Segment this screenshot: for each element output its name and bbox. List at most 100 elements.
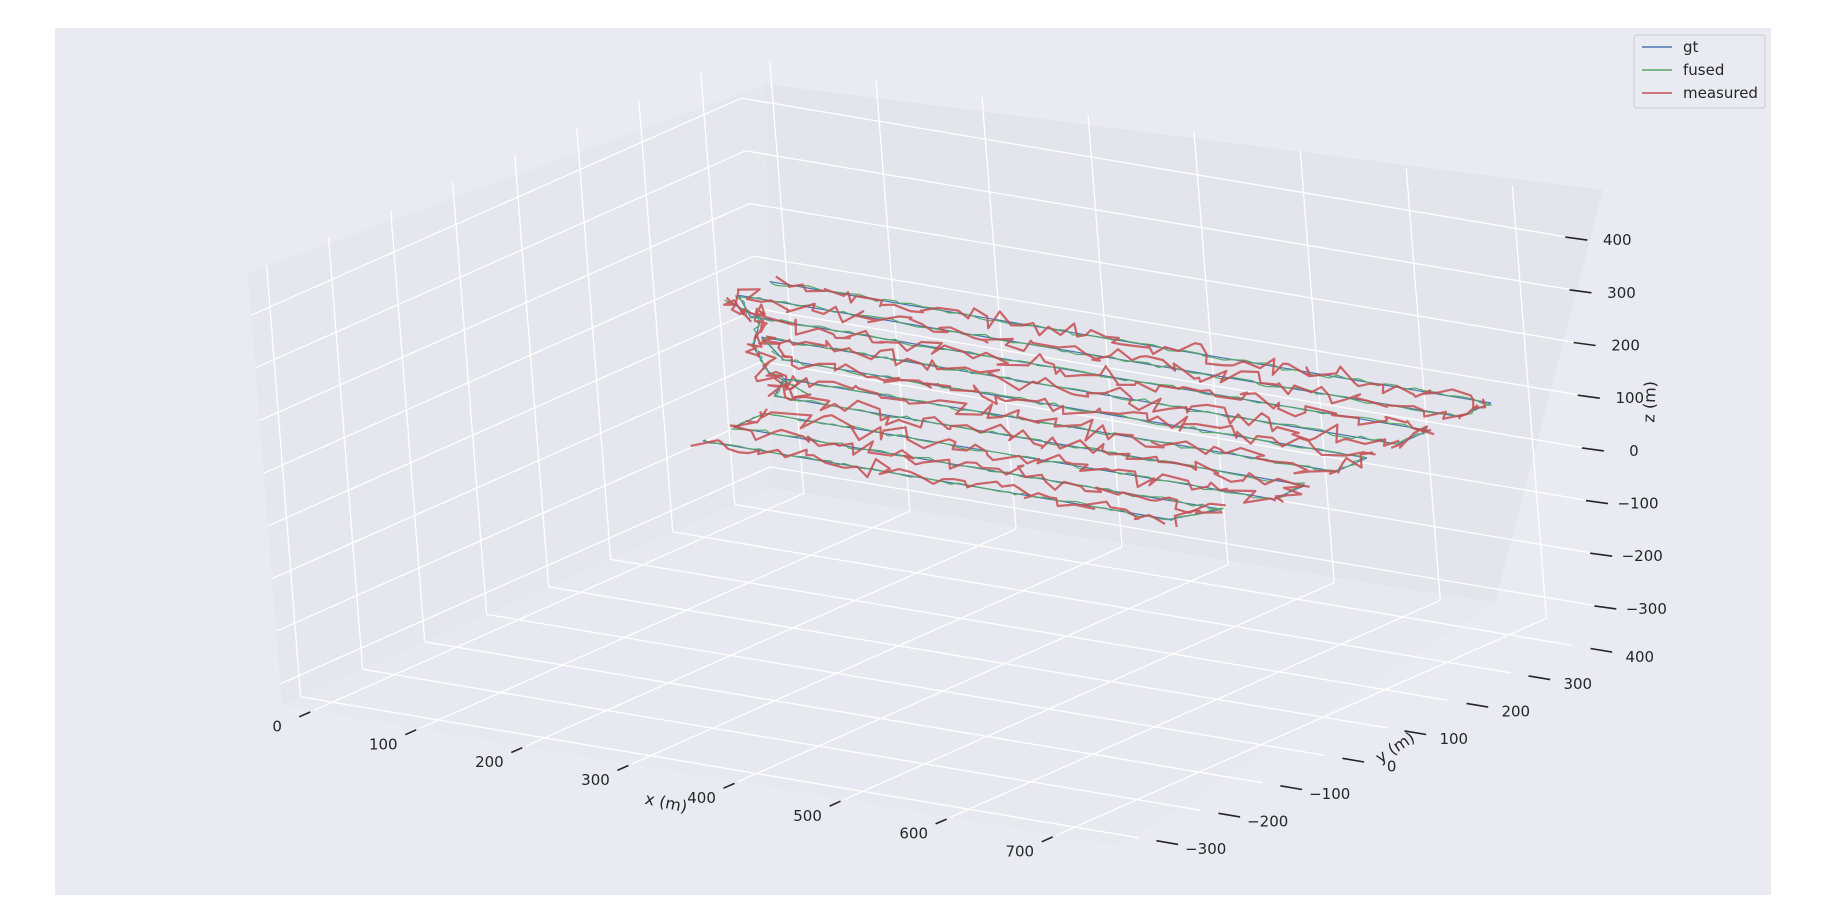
approach-measured-0: [723, 296, 812, 399]
legend-gt-label: gt: [1683, 38, 1699, 56]
left-pane: [248, 84, 772, 705]
y-tick-label--300: −300: [1185, 840, 1226, 858]
z-tick-label-400: 400: [1603, 231, 1632, 249]
grid-left-y-0: [452, 182, 488, 615]
x-tick-600: [935, 818, 947, 825]
grid-left-z-200: [259, 202, 750, 422]
y-tick-label-200: 200: [1501, 703, 1530, 721]
grid-left-y-300: [638, 99, 674, 532]
z-tick-400: [1565, 236, 1588, 241]
y-tick-200: [1466, 702, 1489, 708]
connector-measured-4: [1336, 451, 1374, 474]
grid-back-z-200: [749, 202, 1588, 346]
grid-floor-y--300: [300, 696, 1139, 839]
lane-measured-3: [758, 339, 1400, 447]
floor-pane: [282, 488, 1495, 846]
grid-back-z--300: [770, 466, 1609, 609]
y-tick-label-0: 0: [1387, 758, 1397, 776]
y-tick-label--200: −200: [1247, 813, 1288, 831]
z-tick-label-100: 100: [1615, 389, 1644, 407]
connector-fused-8: [1170, 508, 1223, 522]
grid-floor-y-100: [548, 586, 1387, 729]
x-tick-400: [723, 782, 735, 789]
grid-floor-y-200: [610, 558, 1449, 702]
lane-measured-2: [756, 312, 1435, 436]
x-tick-label-100: 100: [369, 735, 398, 753]
lane-measured-8: [729, 424, 1226, 514]
connector-fused-3: [761, 337, 783, 359]
grid-floor-x-600: [950, 599, 1441, 818]
grid-left-z-300: [255, 150, 746, 369]
grid-floor-y--200: [362, 668, 1201, 811]
z-tick--300: [1594, 605, 1617, 610]
z-tick-300: [1569, 289, 1592, 294]
x-tick-label-600: 600: [899, 825, 928, 843]
grid-left-y-100: [514, 154, 550, 587]
lane-measured-1: [736, 288, 1467, 420]
legend-measured-label: measured: [1683, 84, 1758, 102]
grid-floor-y--100: [424, 641, 1263, 784]
y-tick-300: [1528, 675, 1551, 681]
grid-back-x-300: [1087, 114, 1123, 547]
legend: gt fused measured: [1633, 34, 1766, 109]
lane-measured-4: [781, 355, 1376, 457]
grid-back-z-400: [741, 97, 1580, 240]
x-tick-700: [1041, 836, 1054, 843]
x-tick-label-400: 400: [687, 789, 716, 807]
grid-left-y--100: [390, 209, 426, 642]
axis-panes: [248, 84, 1603, 846]
lane-measured-9: [690, 439, 1166, 526]
z-tick-label-300: 300: [1607, 284, 1636, 302]
lane-measured-5: [773, 377, 1339, 476]
x-tick-label-700: 700: [1005, 843, 1034, 861]
grid-back-z-300: [745, 150, 1584, 293]
x-tick-label-0: 0: [272, 718, 282, 736]
y-tick-400: [1590, 647, 1613, 653]
connector-measured-0: [1457, 398, 1487, 420]
lane-fused-6: [775, 395, 1305, 485]
grid-back-x-700: [1511, 186, 1548, 619]
grid-back-x-500: [1299, 150, 1335, 583]
grid-left-y--300: [265, 264, 302, 697]
lane-measured-7: [759, 411, 1277, 504]
x-tick-0: [298, 711, 311, 718]
grid-floor-y-400: [734, 503, 1573, 647]
z-tick-label--200: −200: [1622, 547, 1663, 565]
y-tick-label-300: 300: [1563, 675, 1592, 693]
grid-left-z-100: [263, 255, 755, 474]
lane-fused-3: [765, 336, 1398, 445]
grid-left-y-400: [700, 72, 736, 505]
grid-back-z--100: [761, 360, 1601, 504]
y-tick--300: [1156, 839, 1179, 846]
y-tick-100: [1404, 730, 1427, 736]
lane-fused-5: [785, 379, 1334, 473]
lane-measured-0: [775, 275, 1479, 412]
grid-floor-x-400: [737, 564, 1229, 783]
trajectory-lines: [690, 275, 1492, 528]
grid-left-y-200: [576, 127, 612, 560]
connector-measured-7: [733, 408, 768, 429]
z-tick-label--100: −100: [1617, 495, 1658, 513]
grid-back-z-100: [753, 255, 1592, 398]
grid-floor-y-300: [672, 531, 1511, 674]
x-tick-label-500: 500: [793, 807, 822, 825]
grid-left-z--200: [275, 413, 767, 632]
legend-fused-label: fused: [1683, 61, 1724, 79]
connector-measured-8: [1173, 508, 1223, 528]
lane-fused-4: [781, 359, 1365, 458]
z-tick-label-200: 200: [1611, 337, 1640, 355]
z-tick-200: [1573, 341, 1596, 347]
x-tick-500: [829, 800, 841, 807]
lane-fused-2: [748, 317, 1428, 431]
z-tick--200: [1590, 552, 1613, 557]
axis-ticks: 0 100 200 300 400 500 600 700 −300 −200 −100 0 100 20…: [272, 231, 1666, 860]
connector-measured-6: [1274, 483, 1305, 503]
grid-back-x-0: [769, 61, 805, 494]
x-tick-300: [617, 764, 629, 772]
grid-left-z-0: [267, 308, 759, 527]
lane-measured-6: [782, 386, 1310, 488]
grid-back-z-0: [757, 308, 1597, 451]
connector-gt-2: [1397, 429, 1430, 445]
legend-box: [1633, 34, 1766, 109]
